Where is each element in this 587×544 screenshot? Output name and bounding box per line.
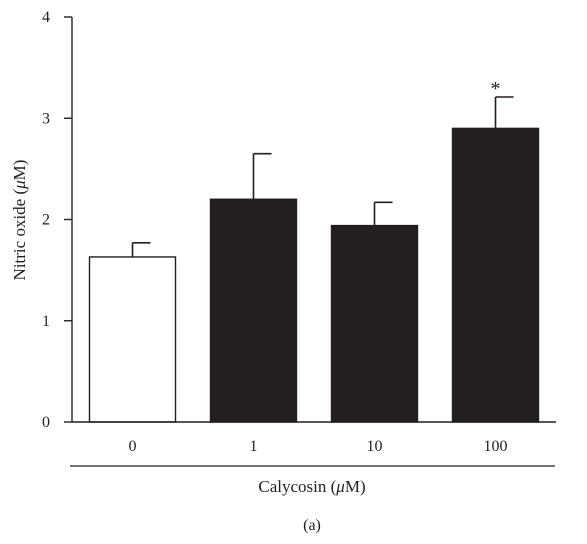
bars: * bbox=[88, 78, 540, 423]
bar-1 bbox=[209, 198, 298, 423]
bar-0 bbox=[88, 256, 177, 423]
y-tick-label-0: 0 bbox=[42, 414, 50, 431]
y-axis-title: Nitric oxide (μM) bbox=[10, 160, 29, 281]
x-axis-title-mu: μ bbox=[335, 477, 345, 496]
y-axis-title-part-3: M) bbox=[10, 160, 29, 181]
y-tick-label-2: 2 bbox=[42, 212, 50, 229]
x-axis: 0 1 10 100 bbox=[72, 421, 556, 455]
x-tick-label-1: 1 bbox=[250, 438, 258, 455]
bar-2 bbox=[330, 224, 419, 423]
y-axis: 0 1 2 3 4 bbox=[42, 9, 73, 431]
y-axis-title-part-1: Nitric oxide ( bbox=[10, 189, 29, 281]
x-tick-label-2: 10 bbox=[367, 438, 383, 455]
y-tick-label-4: 4 bbox=[42, 9, 50, 26]
y-tick-label-3: 3 bbox=[42, 110, 50, 127]
panel-label: (a) bbox=[303, 517, 321, 534]
x-tick-label-3: 100 bbox=[484, 438, 508, 455]
x-tick-label-0: 0 bbox=[129, 438, 137, 455]
x-axis-title-part-3: M) bbox=[345, 477, 366, 496]
bar-3 bbox=[451, 127, 540, 423]
significance-mark-3: * bbox=[491, 78, 501, 100]
x-axis-title: Calycosin (μM) bbox=[258, 477, 365, 496]
y-tick-label-1: 1 bbox=[42, 313, 50, 330]
x-axis-title-part-1: Calycosin ( bbox=[258, 477, 336, 496]
y-axis-title-mu: μ bbox=[10, 180, 29, 190]
